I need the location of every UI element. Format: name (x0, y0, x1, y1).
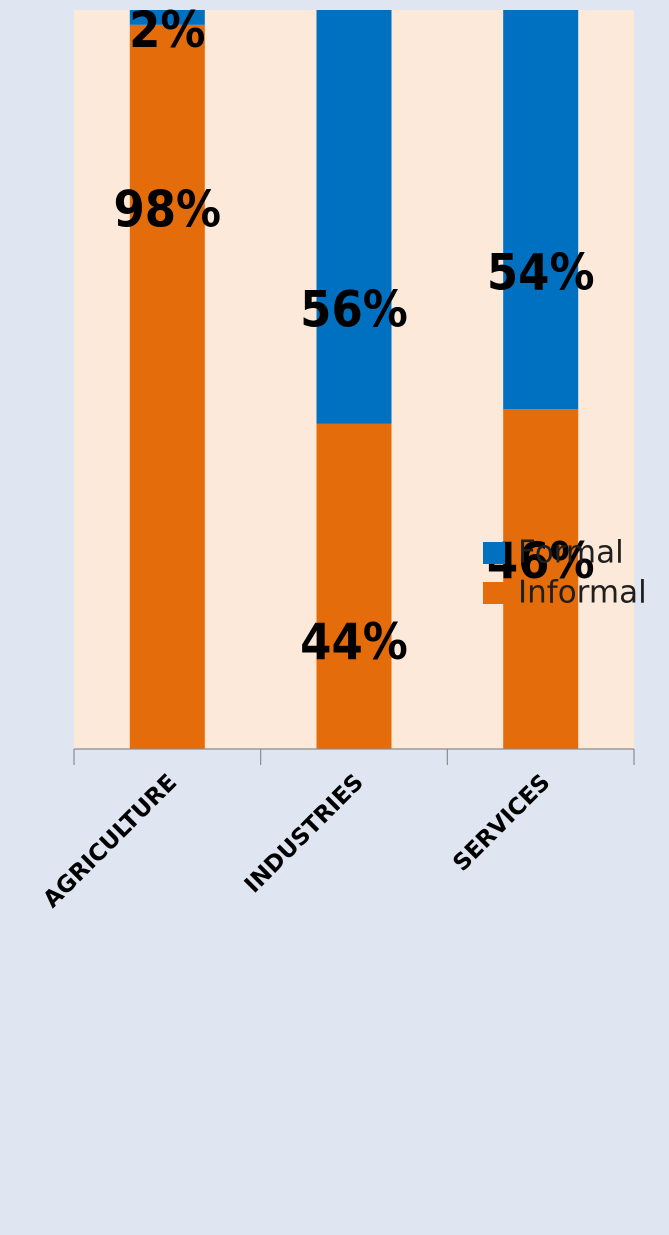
data-label-formal-agriculture: 2% (129, 1, 205, 59)
data-label-informal-industries: 44% (300, 613, 408, 671)
bar-formal-industries (316, 10, 392, 424)
data-label-informal-agriculture: 98% (113, 181, 221, 239)
data-labels-group: 98%2%44%56%46%54% (113, 1, 594, 671)
legend-swatch-informal (483, 582, 505, 604)
bars-group (129, 10, 579, 750)
legend-label-formal: Formal (518, 535, 624, 571)
data-label-formal-services: 54% (487, 244, 595, 302)
bar-informal-services (503, 409, 579, 749)
data-label-formal-industries: 56% (300, 281, 408, 339)
x-axis: AGRICULTURE INDUSTRIES SERVICES (39, 748, 635, 913)
x-tick-label-agriculture: AGRICULTURE (39, 769, 183, 913)
bar-informal-industries (316, 423, 392, 749)
legend-label-informal: Informal (518, 575, 647, 611)
x-tick-label-services: SERVICES (448, 769, 555, 876)
legend: Formal Informal (483, 535, 647, 611)
bar-formal-services (503, 10, 579, 410)
bar-formal-agriculture (129, 10, 205, 25)
bar-informal-agriculture (129, 24, 205, 750)
x-tick-label-industries: INDUSTRIES (240, 769, 369, 898)
legend-swatch-formal (483, 542, 505, 564)
